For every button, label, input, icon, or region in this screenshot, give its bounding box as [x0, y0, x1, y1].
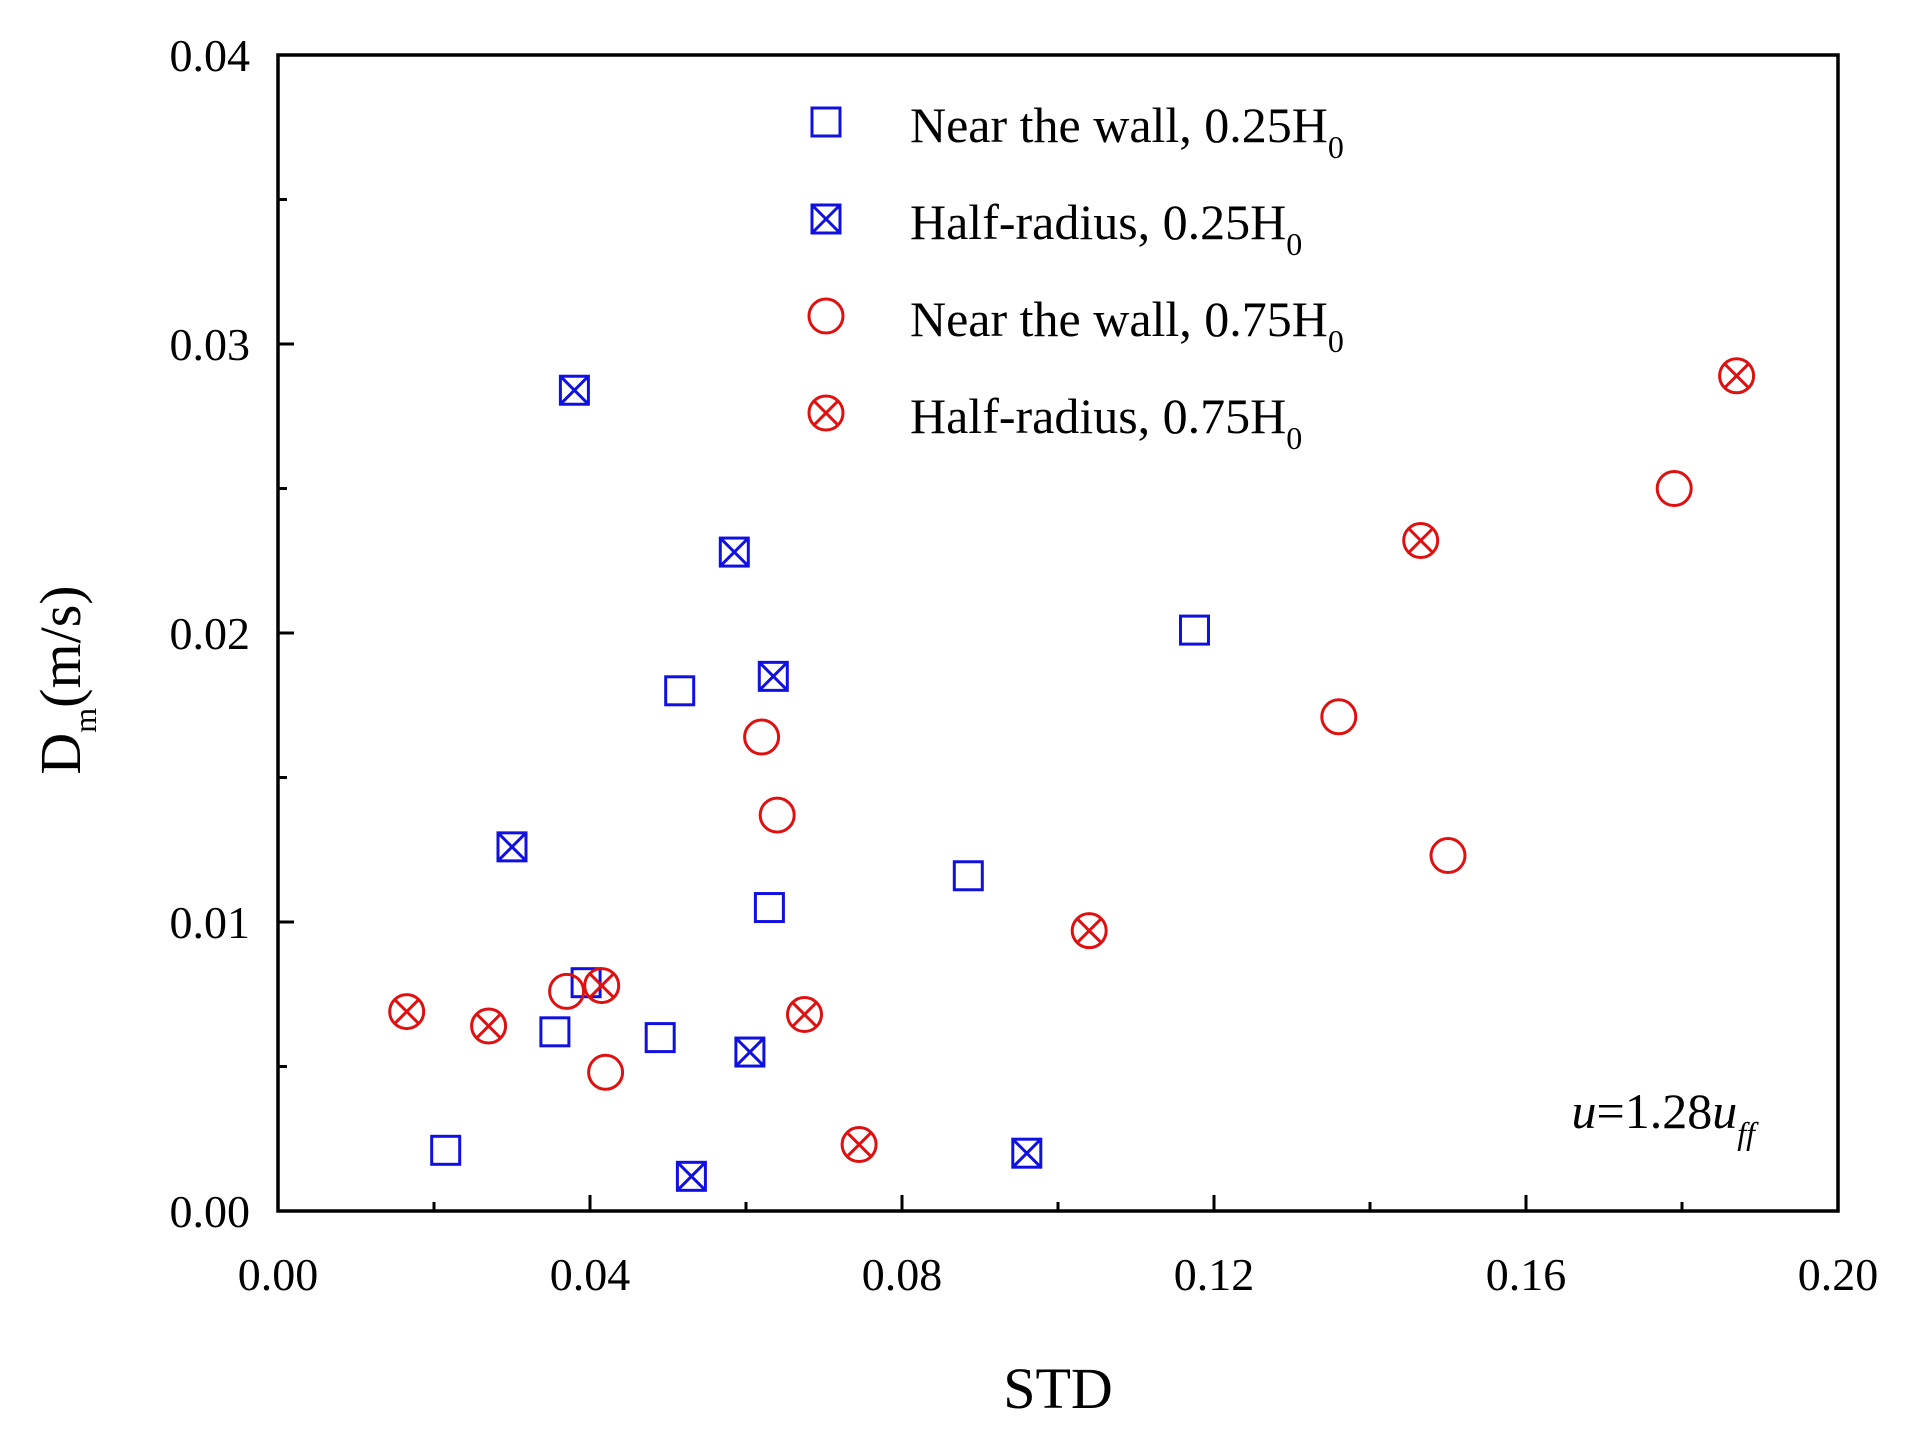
legend-marker-square	[810, 106, 842, 138]
legend-label-sub: 0	[1328, 323, 1344, 359]
x-tick-label: 0.04	[550, 1249, 631, 1300]
legend-entry-near-wall-025: Near the wall, 0.25H0	[810, 97, 1344, 165]
x-tick-label: 0.16	[1486, 1249, 1567, 1300]
data-point-circle-x	[840, 1126, 878, 1164]
data-point-circle-x	[1070, 912, 1108, 950]
legend-marker-circle	[807, 297, 845, 335]
annotation-sub: ff	[1737, 1115, 1759, 1151]
data-point-square-x	[558, 374, 590, 406]
data-point-square	[644, 1022, 676, 1054]
legend-symbol-circle	[807, 297, 845, 335]
data-point-circle	[548, 972, 586, 1010]
annotation-var: u	[1572, 1083, 1597, 1139]
legend-label-main: Near the wall, 0.75H	[910, 291, 1328, 347]
x-tick-label: 0.12	[1174, 1249, 1255, 1300]
x-tick-label: 0.08	[862, 1249, 943, 1300]
data-point-square-x	[1011, 1137, 1043, 1169]
data-point-circle-x	[583, 967, 621, 1005]
legend-label-main: Half-radius, 0.25H	[910, 194, 1286, 250]
y-axis-label-main: D	[28, 733, 93, 775]
x-tick-label: 0.00	[238, 1249, 319, 1300]
data-point-circle-x	[470, 1007, 508, 1045]
legend-marker-circle-x	[807, 394, 845, 432]
annotation-var2: u	[1712, 1083, 1737, 1139]
data-point-square-x	[734, 1036, 766, 1068]
legend-symbol-square-x	[810, 203, 842, 235]
data-point-square-x	[675, 1160, 707, 1192]
data-point-circle-x	[786, 995, 823, 1033]
y-axis-label-sub: m	[67, 708, 103, 733]
axis-ticks	[276, 53, 1840, 1213]
legend-label: Half-radius, 0.75H0	[910, 388, 1302, 456]
legend-label: Near the wall, 0.75H0	[910, 291, 1344, 359]
axis-tick-labels: 0.00 0.04 0.08 0.12 0.16 0.20 0.00 0.01 0.02 0.03…	[170, 30, 1879, 1300]
data-point-circle	[587, 1053, 625, 1091]
x-tick-label: 0.20	[1798, 1249, 1879, 1300]
data-point-square-x	[757, 660, 789, 692]
velocity-annotation: u=1.28uff	[1572, 1083, 1760, 1151]
legend-symbol-circle-x	[807, 394, 845, 432]
legend-entry-half-radius-075: Half-radius, 0.75H0	[807, 388, 1302, 456]
data-point-square	[430, 1134, 462, 1166]
data-point-square	[539, 1016, 571, 1048]
legend-marker-square-x	[810, 203, 842, 235]
data-point-circle	[758, 796, 796, 834]
legend-entry-half-radius-025: Half-radius, 0.25H0	[810, 194, 1302, 262]
data-point-circle	[1429, 837, 1467, 875]
data-point-square-x	[496, 831, 528, 863]
annotation-eq: =1.28	[1597, 1083, 1713, 1139]
data-point-circle-x	[1402, 522, 1440, 560]
y-tick-label: 0.04	[170, 30, 251, 81]
y-tick-label: 0.03	[170, 319, 251, 370]
legend-label-main: Near the wall, 0.25H	[910, 97, 1328, 153]
data-point-square-x	[718, 536, 750, 568]
y-tick-label: 0.01	[170, 897, 251, 948]
data-point-square	[1179, 614, 1210, 646]
legend-label-sub: 0	[1328, 129, 1344, 165]
data-point-circle	[1320, 698, 1358, 736]
legend-label-sub: 0	[1286, 226, 1302, 262]
y-tick-label: 0.02	[170, 608, 251, 659]
data-point-circle	[1655, 470, 1693, 507]
legend-label: Near the wall, 0.25H0	[910, 97, 1344, 165]
y-tick-label: 0.00	[170, 1186, 251, 1237]
y-axis-label-tail: (m/s)	[28, 585, 93, 707]
legend-label-main: Half-radius, 0.75H	[910, 388, 1286, 444]
data-points	[388, 357, 1756, 1192]
x-axis-label: STD	[1003, 1356, 1113, 1421]
y-axis-label: Dm(m/s)	[28, 585, 103, 774]
legend-label-sub: 0	[1286, 420, 1302, 456]
data-point-circle-x	[388, 993, 426, 1031]
legend-label: Half-radius, 0.25H0	[910, 194, 1302, 262]
data-point-circle	[743, 718, 781, 756]
legend-entry-near-wall-075: Near the wall, 0.75H0	[807, 291, 1344, 359]
legend-symbol-square	[810, 106, 842, 138]
data-point-circle-x	[1718, 357, 1756, 395]
legend: Near the wall, 0.25H0 Half-radius, 0.25H…	[807, 97, 1344, 456]
data-point-square	[664, 675, 696, 707]
data-point-square	[952, 860, 984, 892]
data-point-square	[753, 892, 785, 924]
